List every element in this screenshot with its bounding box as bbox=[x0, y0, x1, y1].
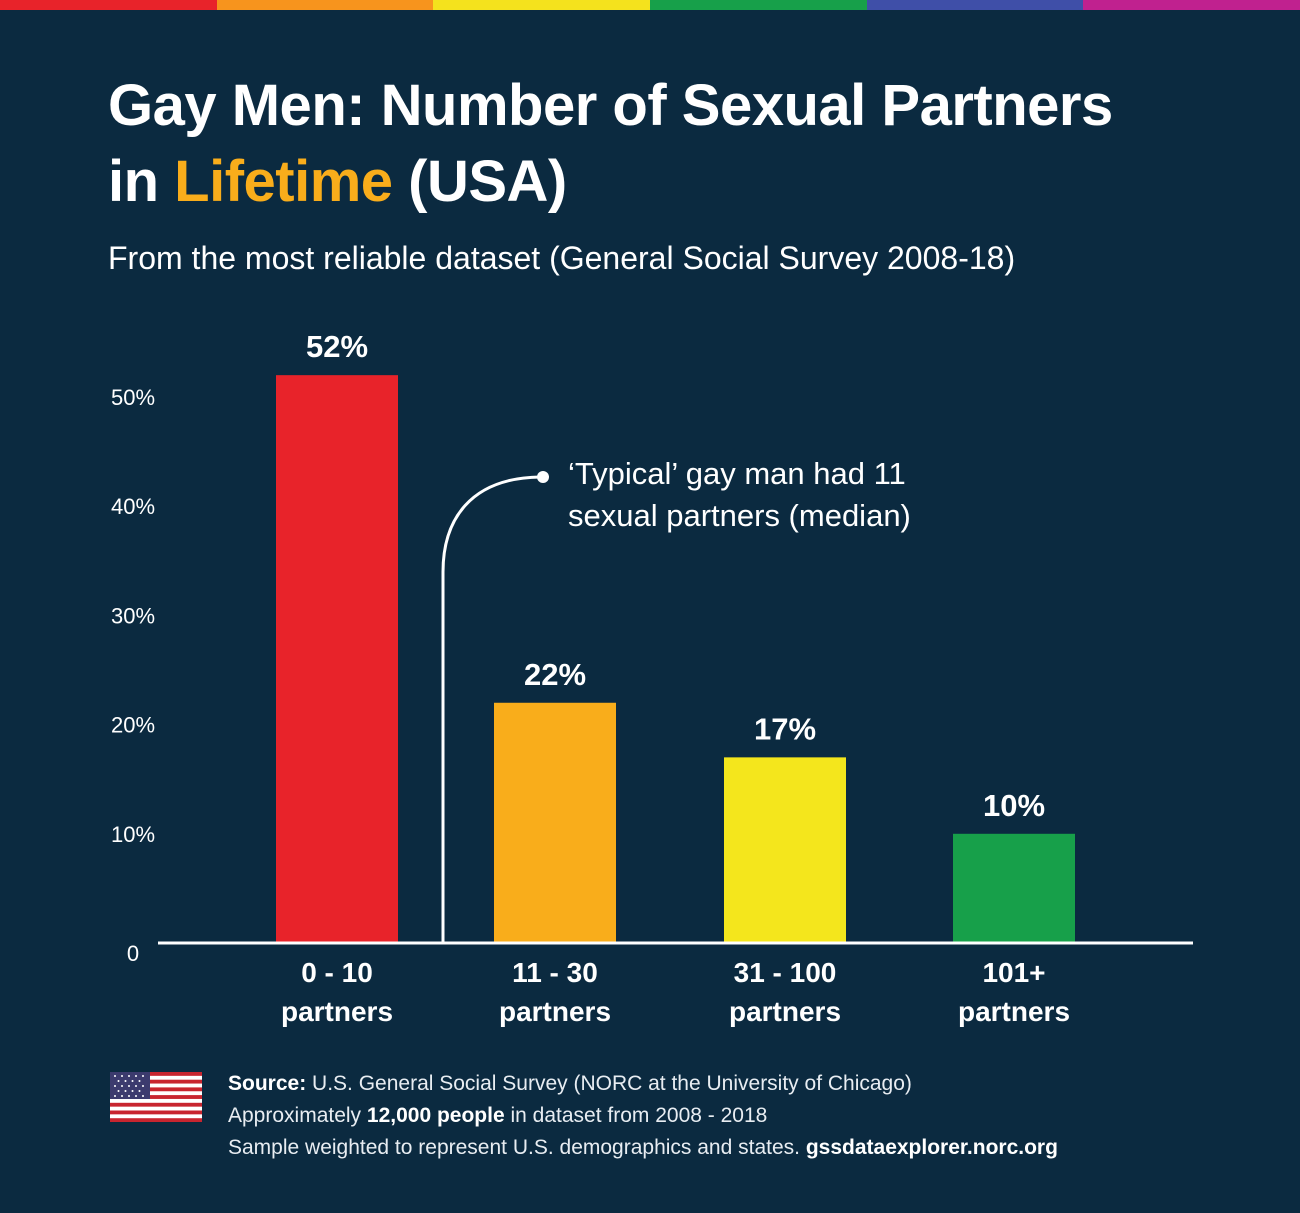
source-label: Source: bbox=[228, 1072, 307, 1095]
y-tick-label: 30% bbox=[111, 603, 155, 628]
sample-size-suffix: in dataset from 2008 - 2018 bbox=[504, 1104, 768, 1127]
y-tick-label: 10% bbox=[111, 822, 155, 847]
bar bbox=[276, 375, 398, 943]
title-line-1: Gay Men: Number of Sexual Partners bbox=[108, 73, 1113, 138]
chart-subtitle: From the most reliable dataset (General … bbox=[108, 240, 1016, 276]
chart-title: Gay Men: Number of Sexual Partners in Li… bbox=[108, 68, 1258, 220]
y-tick-label: 40% bbox=[111, 494, 155, 519]
x-category-label: partners bbox=[281, 996, 393, 1027]
sample-size: 12,000 people bbox=[366, 1104, 505, 1127]
x-category-label: partners bbox=[729, 996, 841, 1027]
y-tick-label: 50% bbox=[111, 385, 155, 410]
title-line-2-prefix: in bbox=[108, 149, 175, 214]
x-category-label: partners bbox=[499, 996, 611, 1027]
y-tick-label: 0 bbox=[127, 941, 139, 966]
median-leader-line bbox=[441, 475, 541, 943]
bar-value-label: 22% bbox=[524, 657, 586, 692]
median-annotation-line-2: sexual partners (median) bbox=[568, 498, 911, 533]
x-category-label: 11 - 30 bbox=[512, 957, 598, 988]
title-line-2-suffix: (USA) bbox=[392, 149, 567, 214]
stripe-red bbox=[0, 0, 217, 10]
bar-value-label: 52% bbox=[306, 329, 368, 364]
source-text: Source: U.S. General Social Survey (NORC… bbox=[228, 1068, 1268, 1164]
bar bbox=[724, 757, 846, 943]
source-line-3: Sample weighted to represent U.S. demogr… bbox=[228, 1132, 1268, 1164]
x-category-label: partners bbox=[958, 996, 1070, 1027]
stripe-yellow bbox=[433, 0, 651, 10]
sample-size-prefix: Approximately bbox=[228, 1104, 367, 1127]
stripe-green bbox=[650, 0, 867, 10]
source-description: U.S. General Social Survey (NORC at the … bbox=[306, 1072, 912, 1095]
bar bbox=[494, 702, 616, 943]
us-flag-icon bbox=[110, 1072, 202, 1122]
rainbow-stripe bbox=[0, 0, 1300, 10]
x-category-label: 0 - 10 bbox=[301, 957, 373, 988]
title-highlight: Lifetime bbox=[174, 149, 393, 214]
source-url: gssdataexplorer.norc.org bbox=[805, 1136, 1058, 1159]
source-line-1: Source: U.S. General Social Survey (NORC… bbox=[228, 1068, 1268, 1100]
stripe-orange bbox=[216, 0, 434, 10]
weighting-note: Sample weighted to represent U.S. demogr… bbox=[228, 1136, 806, 1159]
x-category-label: 31 - 100 bbox=[734, 957, 837, 988]
source-line-2: Approximately 12,000 people in dataset f… bbox=[228, 1100, 1268, 1132]
bar-value-label: 17% bbox=[754, 711, 816, 746]
median-annotation-line-1: ‘Typical’ gay man had 11 bbox=[568, 456, 906, 491]
y-tick-label: 20% bbox=[111, 713, 155, 738]
stripe-magenta bbox=[1083, 0, 1300, 10]
bar-value-label: 10% bbox=[983, 788, 1045, 823]
bar bbox=[953, 833, 1075, 943]
source-footer: Source: U.S. General Social Survey (NORC… bbox=[110, 1068, 1260, 1168]
bar-chart: 50% 40% 30% 20% 10% 0 52% 0 - 10 partners 22% 11 -… bbox=[111, 329, 1193, 1027]
stripe-blue bbox=[866, 0, 1084, 10]
x-category-label: 101+ bbox=[982, 957, 1045, 988]
median-leader-dot bbox=[537, 471, 549, 483]
